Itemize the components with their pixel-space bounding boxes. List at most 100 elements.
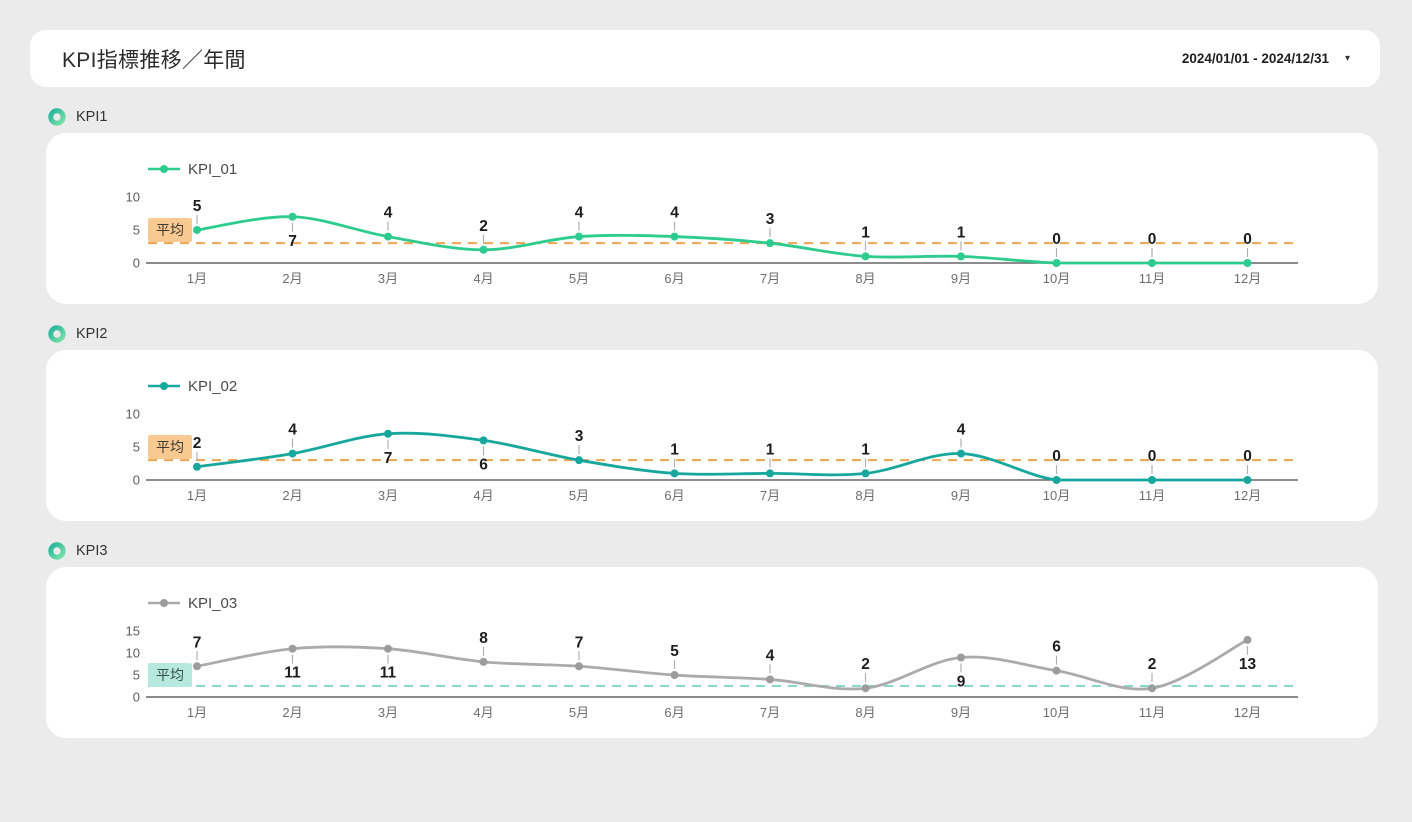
kpi-section-header: KPI3	[48, 542, 1412, 560]
data-label: 3	[575, 428, 584, 445]
data-point	[193, 662, 201, 671]
data-point	[1052, 476, 1061, 484]
x-tick-label: 11月	[1139, 488, 1166, 503]
y-tick-label: 10	[126, 646, 140, 661]
data-point	[575, 232, 583, 241]
legend-swatch-dot	[160, 165, 168, 173]
legend-swatch-dot	[160, 599, 168, 607]
kpi-section: KPI2 0 5 10 1月 2月 3月 4月 5月 6月 7月 8月 9月 10月 11月 12月 平均 KP…	[0, 325, 1412, 521]
data-point	[1243, 259, 1252, 267]
kpi-section-label: KPI3	[76, 543, 108, 559]
data-label: 0	[1243, 231, 1252, 248]
data-label: 9	[957, 673, 966, 690]
y-tick-label: 5	[133, 222, 140, 237]
data-point	[288, 449, 297, 458]
data-label: 2	[861, 656, 870, 673]
data-point	[288, 212, 297, 221]
x-tick-label: 3月	[378, 705, 398, 720]
x-tick-label: 7月	[760, 488, 780, 503]
data-label: 8	[479, 630, 488, 647]
data-label: 4	[288, 422, 297, 439]
chart-panel: 0 5 10 15 1月 2月 3月 4月 5月 6月 7月 8月 9月 10月 11月 12月 平均 KPI_0…	[46, 567, 1378, 738]
chart-line	[195, 215, 1249, 265]
chart-panel: 0 5 10 1月 2月 3月 4月 5月 6月 7月 8月 9月 10月 11月 12月 平均 KPI_02 2…	[46, 350, 1378, 521]
data-label: 5	[670, 643, 679, 660]
data-point	[957, 449, 965, 458]
data-label: 0	[1148, 448, 1157, 465]
legend-label: KPI_03	[188, 595, 237, 612]
data-point	[1243, 476, 1252, 484]
data-label: 1	[766, 441, 775, 458]
average-badge-label: 平均	[156, 667, 184, 683]
x-tick-label: 10月	[1043, 705, 1070, 720]
y-tick-label: 5	[133, 668, 140, 683]
x-tick-label: 8月	[855, 705, 875, 720]
x-tick-label: 4月	[473, 705, 493, 720]
kpi-ring-icon	[48, 325, 66, 343]
y-tick-label: 10	[126, 189, 140, 204]
data-point	[670, 469, 679, 478]
average-badge-label: 平均	[156, 222, 184, 238]
data-point	[384, 429, 392, 438]
data-label: 11	[380, 665, 397, 682]
data-point	[861, 684, 870, 693]
header-bar: KPI指標推移／年間 2024/01/01 - 2024/12/31 ▾	[30, 30, 1380, 87]
data-point	[479, 245, 488, 254]
data-label: 0	[1148, 231, 1157, 248]
data-label: 4	[384, 205, 393, 222]
data-point	[575, 662, 583, 671]
kpi-section-label: KPI2	[76, 326, 108, 342]
data-point	[288, 644, 297, 653]
y-tick-label: 10	[126, 406, 140, 421]
x-tick-label: 7月	[760, 705, 780, 720]
data-point	[193, 462, 201, 471]
data-point	[1243, 635, 1252, 644]
x-tick-label: 1月	[187, 488, 207, 503]
date-range-selector[interactable]: 2024/01/01 - 2024/12/31 ▾	[1182, 51, 1350, 66]
data-label: 1	[861, 224, 870, 241]
data-point	[384, 232, 392, 241]
x-tick-label: 10月	[1043, 271, 1070, 286]
average-badge	[148, 434, 192, 459]
x-tick-label: 3月	[378, 488, 398, 503]
x-tick-label: 7月	[760, 271, 780, 286]
data-point	[1148, 476, 1156, 484]
data-label: 1	[861, 441, 870, 458]
data-point	[957, 653, 965, 662]
legend-swatch-dot	[160, 382, 168, 390]
average-badge	[148, 663, 192, 688]
data-point	[861, 252, 870, 261]
chart-line	[195, 431, 1249, 482]
data-point	[193, 225, 201, 234]
data-point	[670, 671, 679, 680]
data-label: 4	[575, 205, 584, 222]
kpi-section-header: KPI2	[48, 325, 1412, 343]
x-tick-label: 6月	[664, 705, 684, 720]
data-point	[384, 644, 392, 653]
data-label: 4	[957, 422, 966, 439]
data-point	[957, 252, 965, 261]
kpi-line-chart: 0 5 10 15 1月 2月 3月 4月 5月 6月 7月 8月 9月 10月 11月 12月 平均 KPI_0…	[126, 595, 1298, 720]
x-tick-label: 9月	[951, 488, 971, 503]
data-label: 0	[1052, 231, 1061, 248]
data-label: 1	[957, 224, 966, 241]
average-badge	[148, 217, 192, 242]
data-label: 7	[384, 450, 393, 467]
x-tick-label: 12月	[1234, 705, 1261, 720]
data-point	[1148, 259, 1156, 267]
average-badge-label: 平均	[156, 439, 184, 455]
x-tick-label: 5月	[569, 271, 589, 286]
data-label: 2	[1148, 656, 1157, 673]
data-point	[766, 675, 774, 684]
date-range-value: 2024/01/01 - 2024/12/31	[1181, 51, 1329, 66]
x-tick-label: 9月	[951, 271, 971, 286]
data-point	[1148, 684, 1156, 693]
x-tick-label: 8月	[855, 271, 875, 286]
data-label: 0	[1243, 448, 1252, 465]
kpi-section: KPI3 0 5 10 15 1月 2月 3月 4月 5月 6月 7月 8月 9月 10月 11月 12月 平均…	[0, 542, 1412, 738]
data-label: 0	[1052, 448, 1061, 465]
x-tick-label: 10月	[1043, 488, 1070, 503]
data-label: 7	[193, 634, 202, 651]
x-tick-label: 6月	[664, 271, 684, 286]
